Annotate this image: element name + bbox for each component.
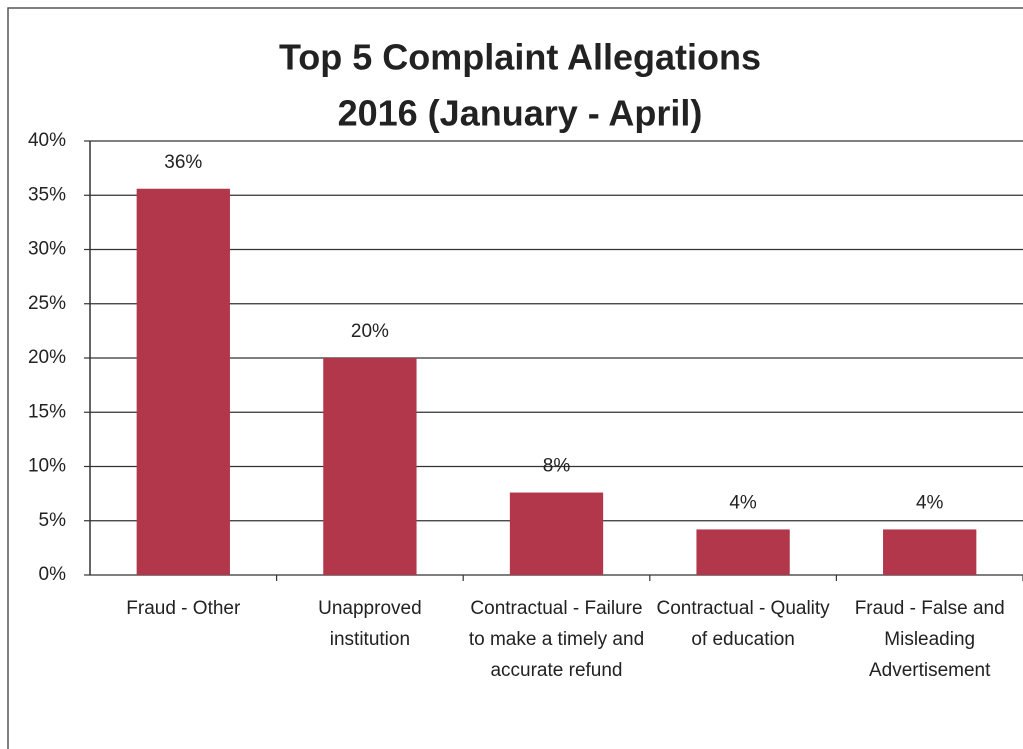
bar [323, 358, 417, 575]
bar [696, 529, 790, 575]
data-label: 36% [164, 152, 202, 173]
bar [509, 492, 604, 575]
bar [883, 529, 977, 575]
data-label: 8% [543, 456, 571, 477]
y-tick-label: 25% [28, 293, 66, 314]
y-tick-label: 10% [28, 456, 66, 477]
x-tick-label: Fraud - Other [126, 598, 241, 619]
y-tick-label: 35% [28, 184, 66, 205]
x-tick-label: Contractual - Failure to make a timely a… [468, 598, 645, 681]
y-tick-label: 0% [39, 564, 67, 585]
y-tick-label: 5% [39, 510, 67, 531]
chart-title: 2016 (January - April) [338, 93, 703, 134]
y-tick-label: 40% [28, 130, 66, 151]
bar [136, 188, 230, 576]
y-tick-label: 20% [28, 347, 66, 368]
data-label: 4% [916, 492, 944, 513]
x-tick-label: Unapproved institution [318, 598, 422, 650]
y-tick-label: 30% [28, 239, 66, 260]
chart-title: Top 5 Complaint Allegations [279, 37, 761, 78]
x-tick-label: Contractual - Quality of education [656, 598, 830, 650]
data-label: 20% [351, 321, 389, 342]
data-label: 4% [729, 492, 757, 513]
x-tick-label: Fraud - False and Misleading Advertiseme… [854, 598, 1005, 681]
chart-border [7, 7, 1023, 749]
y-tick-label: 15% [28, 401, 66, 422]
